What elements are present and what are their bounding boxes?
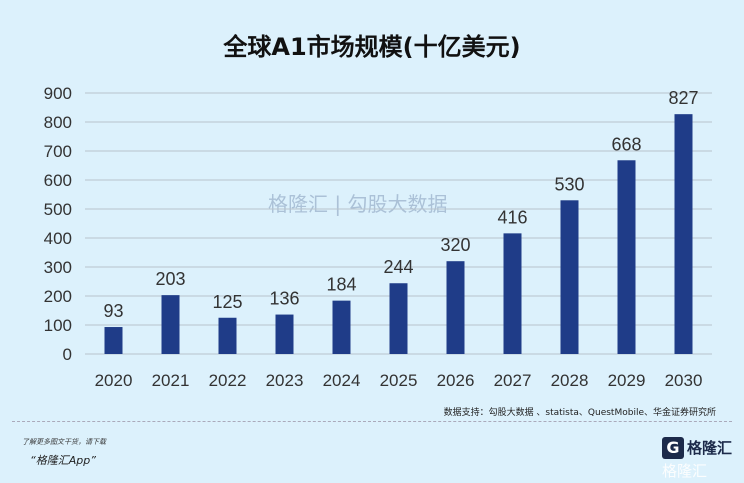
y-tick-label: 700 bbox=[44, 142, 72, 161]
bar bbox=[275, 314, 294, 354]
x-tick-label: 2029 bbox=[608, 371, 646, 390]
x-tick-label: 2026 bbox=[437, 371, 475, 390]
bar bbox=[560, 200, 579, 354]
bar bbox=[617, 160, 636, 354]
chart-title: 全球A1市场规模(十亿美元) bbox=[223, 33, 521, 61]
x-tick-label: 2030 bbox=[665, 371, 703, 390]
data-label: 203 bbox=[155, 269, 185, 289]
x-tick-label: 2028 bbox=[551, 371, 589, 390]
bar bbox=[161, 295, 180, 354]
data-label: 668 bbox=[611, 134, 641, 154]
x-tick-label: 2023 bbox=[266, 371, 304, 390]
data-label: 827 bbox=[668, 88, 698, 108]
y-tick-label: 300 bbox=[44, 258, 72, 277]
promo-text: 了解更多图文干货，请下载 bbox=[22, 438, 106, 446]
data-label: 530 bbox=[554, 174, 584, 194]
y-tick-label: 600 bbox=[44, 171, 72, 190]
x-tick-label: 2025 bbox=[380, 371, 418, 390]
data-label: 416 bbox=[497, 207, 527, 227]
bar bbox=[389, 283, 408, 354]
watermark: 格隆汇 | 勾股大数据 bbox=[268, 192, 448, 216]
x-tick-label: 2024 bbox=[323, 371, 361, 390]
data-label: 125 bbox=[212, 292, 242, 312]
y-tick-label: 200 bbox=[44, 287, 72, 306]
bar bbox=[104, 327, 123, 354]
bar bbox=[503, 233, 522, 354]
y-tick-label: 400 bbox=[44, 229, 72, 248]
x-tick-label: 2021 bbox=[152, 371, 190, 390]
y-tick-label: 500 bbox=[44, 200, 72, 219]
divider bbox=[12, 421, 732, 422]
bar bbox=[218, 317, 237, 354]
promo-app-name: “格隆汇App” bbox=[30, 454, 96, 467]
y-tick-label: 800 bbox=[44, 113, 72, 132]
bar bbox=[332, 300, 351, 354]
logo-text: 格隆汇 bbox=[687, 439, 733, 457]
data-label: 184 bbox=[326, 275, 356, 295]
y-tick-label: 900 bbox=[44, 84, 72, 103]
data-label: 136 bbox=[269, 289, 299, 309]
logo-g-icon: G bbox=[662, 437, 684, 459]
y-tick-label: 0 bbox=[63, 345, 72, 364]
y-tick-label: 100 bbox=[44, 316, 72, 335]
logo-text-shadow: 格隆汇 bbox=[662, 462, 708, 480]
data-source: 数据支持：勾股大数据 、statista、QuestMobile、华金证券研究所 bbox=[443, 408, 716, 418]
bar bbox=[674, 114, 693, 354]
x-tick-label: 2022 bbox=[209, 371, 247, 390]
data-label: 93 bbox=[103, 301, 123, 321]
gelonghui-logo: G 格隆汇 格隆汇 bbox=[662, 437, 733, 480]
bar bbox=[446, 261, 465, 354]
data-label: 320 bbox=[440, 235, 470, 255]
x-tick-label: 2027 bbox=[494, 371, 532, 390]
data-label: 244 bbox=[383, 257, 413, 277]
x-tick-label: 2020 bbox=[95, 371, 133, 390]
